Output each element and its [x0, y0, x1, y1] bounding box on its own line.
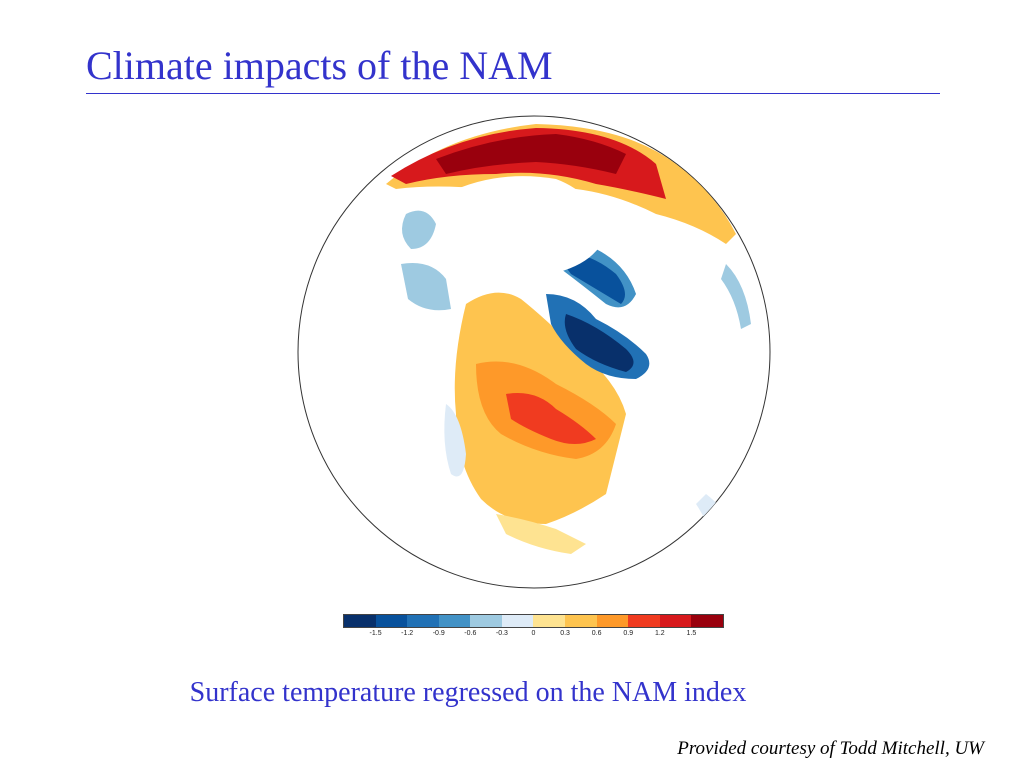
east-asia-cool [402, 210, 436, 249]
colorbar-segment [501, 615, 534, 627]
colorbar-tick-label: -0.9 [432, 630, 445, 637]
colorbar-segment [596, 615, 629, 627]
colorbar-segment [628, 615, 660, 627]
siberia-peak-warm [436, 134, 626, 174]
arctic-ice [443, 176, 606, 274]
central-america-warm [496, 514, 586, 554]
colorbar-segment [533, 615, 566, 627]
west-coast-cool [444, 404, 466, 477]
polar-temperature-map [296, 114, 772, 590]
colorbar-tick-label: -0.6 [464, 630, 477, 637]
colorbar-segment [344, 615, 376, 627]
temperature-colorbar [343, 614, 724, 628]
title-underline [86, 93, 940, 94]
colorbar-segment [691, 615, 723, 627]
slide-title: Climate impacts of the NAM [86, 43, 553, 88]
colorbar-tick-label: -1.5 [369, 630, 382, 637]
colorbar-segment [375, 615, 408, 627]
colorbar-tick-label: 1.5 [686, 630, 697, 637]
colorbar-tick-label: 0 [531, 630, 536, 637]
colorbar-tick-label: 1.2 [654, 630, 665, 637]
colorbar-segment [438, 615, 471, 627]
colorbar-segment [470, 615, 502, 627]
credit-line: Provided courtesy of Todd Mitchell, UW [677, 738, 984, 759]
colorbar-segment [565, 615, 597, 627]
colorbar-tick-label: 0.3 [560, 630, 570, 637]
colorbar-segment [407, 615, 439, 627]
us-peak-warm [506, 393, 596, 444]
colorbar-tick-labels: -1.5 -1.2 -0.9 -0.6 -0.3 0 0.3 0.6 0.9 1.2 1.5 [344, 630, 723, 642]
colorbar-tick-label: -1.2 [401, 630, 414, 637]
colorbar-tick-label: 0.6 [591, 630, 602, 637]
slide-subtitle: Surface temperature regressed on the NAM… [189, 677, 747, 708]
colorbar-tick-label: -0.3 [495, 630, 508, 637]
colorbar-segment [659, 615, 692, 627]
colorbar-tick-label: 0.9 [623, 630, 634, 637]
